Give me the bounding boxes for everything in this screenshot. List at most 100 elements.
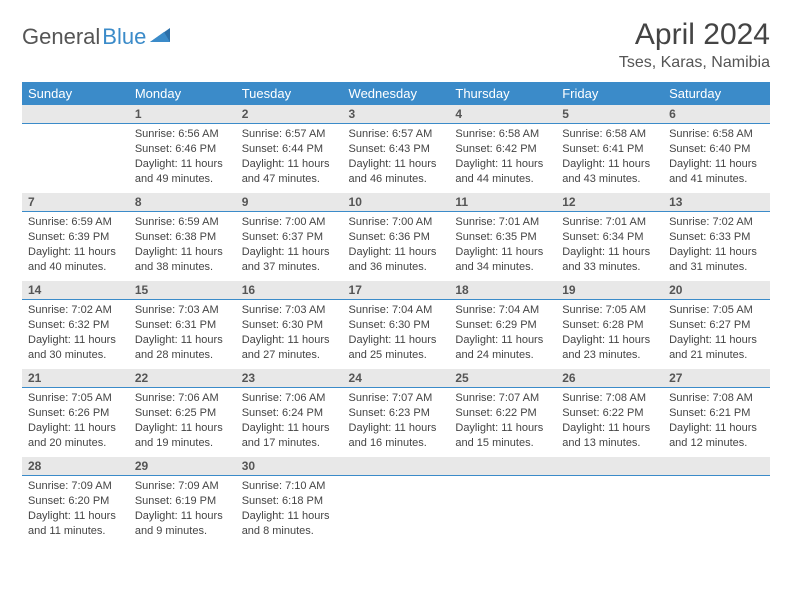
calendar-cell: 19Sunrise: 7:05 AMSunset: 6:28 PMDayligh… [556, 281, 663, 369]
cell-body: Sunrise: 7:10 AMSunset: 6:18 PMDaylight:… [236, 476, 343, 544]
calendar-cell: 2Sunrise: 6:57 AMSunset: 6:44 PMDaylight… [236, 105, 343, 193]
day-number: 12 [556, 193, 663, 212]
month-title: April 2024 [619, 18, 770, 52]
sunset-text: Sunset: 6:36 PM [349, 230, 444, 245]
sunrise-text: Sunrise: 7:08 AM [562, 391, 657, 406]
cell-body: Sunrise: 7:05 AMSunset: 6:26 PMDaylight:… [22, 388, 129, 456]
sunrise-text: Sunrise: 6:58 AM [669, 127, 764, 142]
calendar-cell: 26Sunrise: 7:08 AMSunset: 6:22 PMDayligh… [556, 369, 663, 457]
calendar-cell: 22Sunrise: 7:06 AMSunset: 6:25 PMDayligh… [129, 369, 236, 457]
sunrise-text: Sunrise: 7:07 AM [349, 391, 444, 406]
cell-body: Sunrise: 6:58 AMSunset: 6:40 PMDaylight:… [663, 124, 770, 192]
calendar-cell: 12Sunrise: 7:01 AMSunset: 6:34 PMDayligh… [556, 193, 663, 281]
calendar-cell: 21Sunrise: 7:05 AMSunset: 6:26 PMDayligh… [22, 369, 129, 457]
logo-text-general: General [22, 24, 100, 50]
calendar-head: SundayMondayTuesdayWednesdayThursdayFrid… [22, 82, 770, 105]
day-number-empty [663, 457, 770, 476]
daylight-text: Daylight: 11 hours and 34 minutes. [455, 245, 550, 275]
sunrise-text: Sunrise: 7:05 AM [28, 391, 123, 406]
logo-triangle-icon [150, 26, 172, 49]
day-number: 17 [343, 281, 450, 300]
daylight-text: Daylight: 11 hours and 47 minutes. [242, 157, 337, 187]
cell-body: Sunrise: 7:03 AMSunset: 6:30 PMDaylight:… [236, 300, 343, 368]
sunrise-text: Sunrise: 7:03 AM [135, 303, 230, 318]
sunset-text: Sunset: 6:22 PM [562, 406, 657, 421]
sunset-text: Sunset: 6:34 PM [562, 230, 657, 245]
day-number: 20 [663, 281, 770, 300]
daylight-text: Daylight: 11 hours and 24 minutes. [455, 333, 550, 363]
calendar-cell: 23Sunrise: 7:06 AMSunset: 6:24 PMDayligh… [236, 369, 343, 457]
daylight-text: Daylight: 11 hours and 20 minutes. [28, 421, 123, 451]
day-header: Sunday [22, 82, 129, 105]
sunrise-text: Sunrise: 7:09 AM [135, 479, 230, 494]
calendar-body: 1Sunrise: 6:56 AMSunset: 6:46 PMDaylight… [22, 105, 770, 545]
day-number: 2 [236, 105, 343, 124]
sunrise-text: Sunrise: 6:58 AM [562, 127, 657, 142]
calendar-cell: 29Sunrise: 7:09 AMSunset: 6:19 PMDayligh… [129, 457, 236, 545]
daylight-text: Daylight: 11 hours and 31 minutes. [669, 245, 764, 275]
calendar-cell: 13Sunrise: 7:02 AMSunset: 6:33 PMDayligh… [663, 193, 770, 281]
location-subtitle: Tses, Karas, Namibia [619, 54, 770, 72]
sunrise-text: Sunrise: 6:58 AM [455, 127, 550, 142]
cell-body: Sunrise: 7:02 AMSunset: 6:33 PMDaylight:… [663, 212, 770, 280]
sunrise-text: Sunrise: 7:02 AM [28, 303, 123, 318]
calendar-cell: 5Sunrise: 6:58 AMSunset: 6:41 PMDaylight… [556, 105, 663, 193]
day-number: 5 [556, 105, 663, 124]
calendar-cell: 15Sunrise: 7:03 AMSunset: 6:31 PMDayligh… [129, 281, 236, 369]
calendar-cell: 6Sunrise: 6:58 AMSunset: 6:40 PMDaylight… [663, 105, 770, 193]
daylight-text: Daylight: 11 hours and 19 minutes. [135, 421, 230, 451]
calendar-cell: 3Sunrise: 6:57 AMSunset: 6:43 PMDaylight… [343, 105, 450, 193]
day-header: Wednesday [343, 82, 450, 105]
day-number-empty [343, 457, 450, 476]
day-number: 9 [236, 193, 343, 212]
cell-body: Sunrise: 7:06 AMSunset: 6:24 PMDaylight:… [236, 388, 343, 456]
cell-body: Sunrise: 7:00 AMSunset: 6:37 PMDaylight:… [236, 212, 343, 280]
cell-body: Sunrise: 7:01 AMSunset: 6:35 PMDaylight:… [449, 212, 556, 280]
daylight-text: Daylight: 11 hours and 21 minutes. [669, 333, 764, 363]
day-number: 18 [449, 281, 556, 300]
daylight-text: Daylight: 11 hours and 28 minutes. [135, 333, 230, 363]
day-number: 13 [663, 193, 770, 212]
sunset-text: Sunset: 6:38 PM [135, 230, 230, 245]
sunset-text: Sunset: 6:21 PM [669, 406, 764, 421]
calendar-cell: 16Sunrise: 7:03 AMSunset: 6:30 PMDayligh… [236, 281, 343, 369]
sunset-text: Sunset: 6:28 PM [562, 318, 657, 333]
logo: GeneralBlue [22, 24, 172, 50]
day-header: Thursday [449, 82, 556, 105]
cell-body: Sunrise: 7:05 AMSunset: 6:27 PMDaylight:… [663, 300, 770, 368]
day-number: 28 [22, 457, 129, 476]
calendar-cell: 28Sunrise: 7:09 AMSunset: 6:20 PMDayligh… [22, 457, 129, 545]
daylight-text: Daylight: 11 hours and 36 minutes. [349, 245, 444, 275]
day-number: 21 [22, 369, 129, 388]
cell-body: Sunrise: 7:02 AMSunset: 6:32 PMDaylight:… [22, 300, 129, 368]
cell-body: Sunrise: 6:59 AMSunset: 6:39 PMDaylight:… [22, 212, 129, 280]
daylight-text: Daylight: 11 hours and 44 minutes. [455, 157, 550, 187]
calendar-cell: 25Sunrise: 7:07 AMSunset: 6:22 PMDayligh… [449, 369, 556, 457]
sunset-text: Sunset: 6:39 PM [28, 230, 123, 245]
cell-body: Sunrise: 6:58 AMSunset: 6:41 PMDaylight:… [556, 124, 663, 192]
sunrise-text: Sunrise: 7:05 AM [562, 303, 657, 318]
sunrise-text: Sunrise: 7:04 AM [349, 303, 444, 318]
cell-body: Sunrise: 6:59 AMSunset: 6:38 PMDaylight:… [129, 212, 236, 280]
title-block: April 2024 Tses, Karas, Namibia [619, 18, 770, 72]
day-number: 19 [556, 281, 663, 300]
sunset-text: Sunset: 6:30 PM [242, 318, 337, 333]
daylight-text: Daylight: 11 hours and 16 minutes. [349, 421, 444, 451]
day-number: 24 [343, 369, 450, 388]
sunset-text: Sunset: 6:33 PM [669, 230, 764, 245]
daylight-text: Daylight: 11 hours and 30 minutes. [28, 333, 123, 363]
daylight-text: Daylight: 11 hours and 37 minutes. [242, 245, 337, 275]
day-number: 23 [236, 369, 343, 388]
calendar-cell: 20Sunrise: 7:05 AMSunset: 6:27 PMDayligh… [663, 281, 770, 369]
calendar-week-row: 21Sunrise: 7:05 AMSunset: 6:26 PMDayligh… [22, 369, 770, 457]
sunrise-text: Sunrise: 7:02 AM [669, 215, 764, 230]
day-number: 26 [556, 369, 663, 388]
calendar-cell: 8Sunrise: 6:59 AMSunset: 6:38 PMDaylight… [129, 193, 236, 281]
day-number: 22 [129, 369, 236, 388]
calendar-cell: 30Sunrise: 7:10 AMSunset: 6:18 PMDayligh… [236, 457, 343, 545]
day-header: Monday [129, 82, 236, 105]
daylight-text: Daylight: 11 hours and 46 minutes. [349, 157, 444, 187]
day-number: 4 [449, 105, 556, 124]
day-number: 8 [129, 193, 236, 212]
day-number-empty [22, 105, 129, 124]
